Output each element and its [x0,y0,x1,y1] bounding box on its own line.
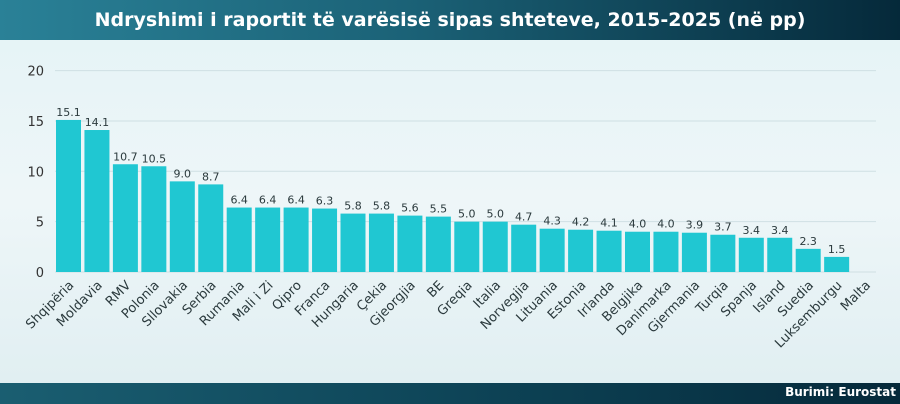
bar [340,213,366,272]
data-label: 10.7 [113,150,138,163]
bar [425,216,451,272]
source-label: Burimi: Eurostat [785,385,896,399]
data-label: 3.7 [714,221,732,234]
bar [767,237,793,272]
data-label: 6.4 [287,194,305,207]
data-label: 14.1 [85,116,110,129]
data-label: 5.8 [373,200,391,213]
bar [511,224,537,272]
y-tick-label: 0 [36,266,44,281]
bar [198,184,224,272]
bar [568,229,594,272]
bar [824,256,850,272]
bar [312,208,338,272]
bar [653,231,679,272]
data-label: 5.8 [344,200,362,213]
bar [84,130,110,272]
x-tick-label: BE [424,278,447,301]
y-tick-label: 20 [27,65,44,80]
data-label: 6.3 [316,195,334,208]
bar [738,237,764,272]
y-tick-label: 5 [36,216,44,231]
y-tick-label: 15 [27,115,44,130]
data-label: 4.3 [543,215,561,228]
data-label: 5.6 [401,202,419,215]
footer-bar: Burimi: Eurostat [0,383,900,404]
bar [625,231,650,272]
data-label: 4.0 [629,218,647,231]
data-label: 4.0 [657,218,675,231]
data-label: 1.5 [828,243,846,256]
data-label: 4.1 [600,217,618,230]
bar-chart: 0510152015.1Shqipëria14.1Moldavia10.7RMV… [23,65,876,351]
bar [482,221,508,272]
data-label: 4.7 [515,211,533,224]
bar [56,119,81,273]
y-tick-label: 10 [27,165,44,180]
bar [283,207,309,272]
title-bar: Ndryshimi i raportit të varësisë sipas s… [0,0,900,40]
data-label: 2.3 [799,235,817,248]
data-label: 3.4 [743,224,761,237]
data-label: 5.5 [430,203,448,216]
bar [169,181,195,272]
bar [255,207,281,272]
bar [596,230,622,272]
data-label: 5.0 [487,208,505,221]
chart-title: Ndryshimi i raportit të varësisë sipas s… [94,9,806,31]
data-label: 6.4 [230,194,248,207]
bar [795,248,821,272]
bar [141,166,167,272]
bar [112,164,138,272]
bar [539,228,565,272]
data-label: 5.0 [458,208,476,221]
x-tick-label: Malta [838,278,874,314]
bar [368,213,394,272]
data-label: 9.0 [174,167,192,180]
bar [397,215,423,272]
bar [710,234,736,272]
data-label: 10.5 [142,152,167,165]
bar [226,207,252,272]
data-label: 8.7 [202,170,220,183]
data-label: 6.4 [259,194,277,207]
bar [454,221,480,272]
data-label: 3.4 [771,224,789,237]
bar [681,232,707,272]
data-label: 15.1 [56,106,81,119]
data-label: 3.9 [686,219,704,232]
data-label: 4.2 [572,216,590,229]
